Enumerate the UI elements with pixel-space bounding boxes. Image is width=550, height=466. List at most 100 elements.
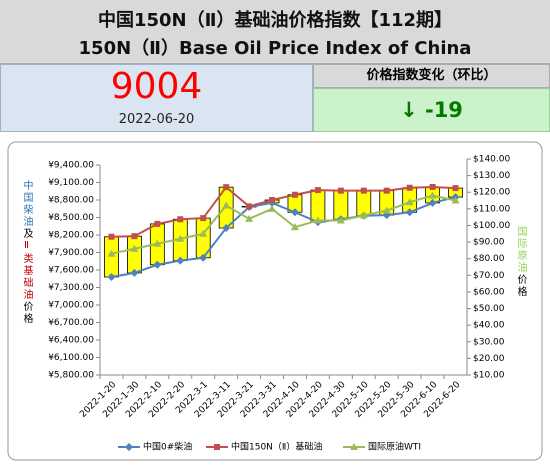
y-tick-label: ¥7,300.00 bbox=[48, 283, 94, 293]
y2-tick-label: $10.00 bbox=[473, 371, 505, 381]
y-tick-label: ¥5,800.00 bbox=[48, 371, 94, 381]
marker bbox=[314, 187, 321, 194]
index-value: 9004 bbox=[110, 66, 203, 107]
marker bbox=[153, 239, 162, 247]
chart-frame bbox=[7, 141, 543, 461]
marker bbox=[130, 268, 139, 277]
marker bbox=[222, 224, 231, 232]
change-value: -19 bbox=[424, 98, 463, 122]
header-bar bbox=[0, 0, 550, 64]
change-box: ↓ -19 bbox=[313, 88, 550, 132]
updown-bar bbox=[333, 190, 349, 220]
marker bbox=[405, 198, 414, 206]
marker bbox=[268, 204, 277, 212]
marker bbox=[131, 233, 138, 240]
y-tick-label: ¥7,600.00 bbox=[48, 266, 94, 276]
series-line bbox=[111, 196, 456, 278]
index-box bbox=[0, 64, 313, 132]
marker bbox=[154, 220, 161, 227]
y-tick-label: ¥6,100.00 bbox=[48, 353, 94, 363]
marker bbox=[176, 256, 185, 265]
marker bbox=[199, 229, 208, 237]
marker bbox=[383, 187, 390, 194]
marker bbox=[429, 183, 436, 190]
y-tick-label: ¥6,700.00 bbox=[48, 318, 94, 328]
y2-tick-label: $80.00 bbox=[473, 254, 505, 264]
marker bbox=[290, 208, 299, 217]
marker bbox=[360, 187, 367, 194]
series-line bbox=[111, 194, 456, 255]
marker bbox=[451, 196, 460, 204]
axis-label-part: 国际原油 bbox=[515, 226, 526, 274]
title-en: 150N（Ⅱ）Base Oil Price Index of China bbox=[78, 38, 472, 59]
marker bbox=[359, 211, 368, 219]
marker bbox=[108, 233, 115, 240]
legend-label: 中国150N（Ⅱ）基础油 bbox=[231, 441, 322, 453]
y-tick-label: ¥7,000.00 bbox=[48, 301, 94, 311]
series-line bbox=[111, 185, 456, 238]
marker bbox=[245, 214, 254, 222]
marker bbox=[337, 187, 344, 194]
y-axis-label: 中国柴油及Ⅱ类基础油价格 bbox=[20, 180, 32, 325]
marker bbox=[313, 216, 322, 224]
y-tick-label: ¥7,900.00 bbox=[48, 248, 94, 258]
y-tick-label: ¥8,500.00 bbox=[48, 213, 94, 223]
legend-label: 中国0#柴油 bbox=[143, 441, 192, 453]
marker bbox=[336, 216, 345, 224]
marker bbox=[246, 203, 253, 210]
marker bbox=[382, 206, 391, 214]
marker bbox=[291, 191, 298, 198]
marker bbox=[153, 260, 162, 269]
updown-bar bbox=[127, 235, 142, 274]
y-tick-label: ¥9,100.00 bbox=[48, 178, 94, 188]
marker bbox=[428, 191, 437, 199]
marker bbox=[290, 223, 299, 231]
y2-tick-label: $140.00 bbox=[473, 155, 510, 165]
y2-tick-label: $60.00 bbox=[473, 287, 505, 297]
legend-marker bbox=[214, 444, 220, 450]
marker bbox=[406, 184, 413, 191]
updown-bar bbox=[104, 236, 119, 278]
axis-label-part: 价格 bbox=[21, 301, 32, 325]
y2-tick-label: $50.00 bbox=[473, 304, 505, 314]
marker bbox=[130, 244, 139, 252]
y2-tick-label: $110.00 bbox=[473, 204, 510, 214]
axis-label-part: 及 bbox=[21, 228, 32, 240]
y2-tick-label: $100.00 bbox=[473, 221, 510, 231]
marker bbox=[176, 234, 185, 242]
y-tick-label: ¥9,400.00 bbox=[48, 161, 94, 171]
marker bbox=[200, 215, 207, 222]
y2-tick-label: $40.00 bbox=[473, 321, 505, 331]
marker bbox=[222, 201, 231, 209]
legend-marker bbox=[125, 443, 133, 451]
y2-tick-label: $120.00 bbox=[473, 188, 510, 198]
axis-label-part: 中国柴油 bbox=[21, 180, 32, 228]
y2-tick-label: $20.00 bbox=[473, 354, 505, 364]
title-zh: 中国150N（Ⅱ）基础油价格指数【112期】 bbox=[97, 10, 453, 31]
marker bbox=[405, 208, 414, 217]
y2-tick-label: $30.00 bbox=[473, 337, 505, 347]
legend-label: 国际原油WTI bbox=[368, 441, 421, 453]
marker bbox=[452, 185, 459, 192]
legend-marker bbox=[350, 443, 358, 450]
change-label: 价格指数变化（环比） bbox=[313, 64, 550, 88]
y2-tick-label: $70.00 bbox=[473, 271, 505, 281]
y-tick-label: ¥6,400.00 bbox=[48, 336, 94, 346]
change-arrow: ↓ bbox=[400, 98, 418, 122]
marker bbox=[107, 273, 116, 281]
marker bbox=[223, 184, 230, 191]
marker bbox=[428, 198, 437, 207]
index-date: 2022-06-20 bbox=[118, 112, 195, 127]
marker bbox=[269, 197, 276, 203]
axis-label-part: 价格 bbox=[515, 274, 526, 298]
y-tick-label: ¥8,200.00 bbox=[48, 231, 94, 241]
marker bbox=[199, 253, 208, 262]
y-tick-label: ¥8,800.00 bbox=[48, 196, 94, 206]
y2-tick-label: $130.00 bbox=[473, 171, 510, 181]
y2-tick-label: $90.00 bbox=[473, 238, 505, 248]
marker bbox=[177, 216, 184, 223]
axis-label-part: Ⅱ类基础油 bbox=[21, 240, 32, 301]
marker bbox=[107, 249, 116, 257]
